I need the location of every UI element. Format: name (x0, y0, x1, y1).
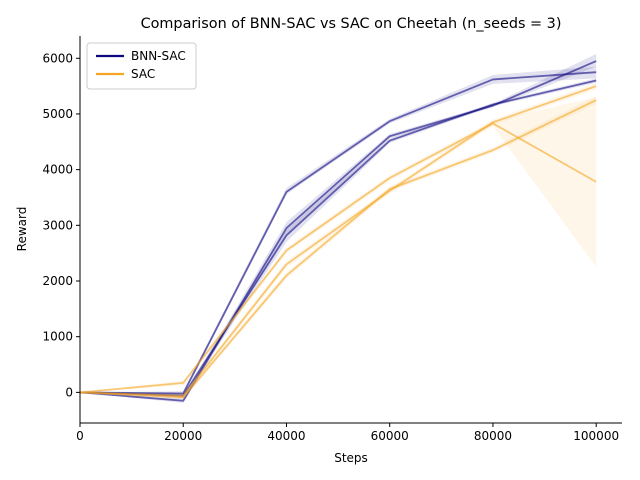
x-tick-label: 40000 (267, 429, 305, 443)
x-tick-label: 60000 (371, 429, 409, 443)
legend-label-sac: SAC (131, 67, 155, 81)
sac-line-3 (79, 99, 597, 399)
y-tick-label: 6000 (42, 51, 73, 65)
x-tick-label: 0 (76, 429, 84, 443)
x-tick-label: 100000 (573, 429, 619, 443)
chart-title: Comparison of BNN-SAC vs SAC on Cheetah … (141, 16, 562, 32)
legend: BNN-SAC SAC (86, 42, 197, 90)
y-tick-label: 4000 (42, 163, 73, 177)
sac-band-3 (80, 96, 597, 400)
legend-label-bnn-sac: BNN-SAC (131, 49, 186, 63)
y-tick-label: 3000 (42, 218, 73, 232)
x-tick-label: 20000 (164, 429, 202, 443)
series-lines (79, 60, 597, 402)
bnn-sac-line-1 (79, 71, 597, 395)
y-tick-label: 1000 (42, 330, 73, 344)
confidence-bands (80, 53, 597, 403)
bnn-sac-line-2 (79, 60, 597, 402)
x-axis-label: Steps (334, 451, 368, 465)
y-axis-label: Reward (15, 207, 29, 252)
legend-frame (86, 42, 197, 90)
ticks: 0 20000 40000 60000 80000 100000 0 1000 2000 3000… (42, 51, 619, 443)
axes (79, 36, 622, 424)
x-tick-label: 80000 (474, 429, 512, 443)
sac-line-1 (79, 122, 597, 394)
y-tick-label: 2000 (42, 274, 73, 288)
sac-band-1 (80, 97, 597, 393)
y-tick-label: 5000 (42, 107, 73, 121)
sac-line-2 (79, 85, 597, 397)
y-tick-label: 0 (65, 385, 73, 399)
